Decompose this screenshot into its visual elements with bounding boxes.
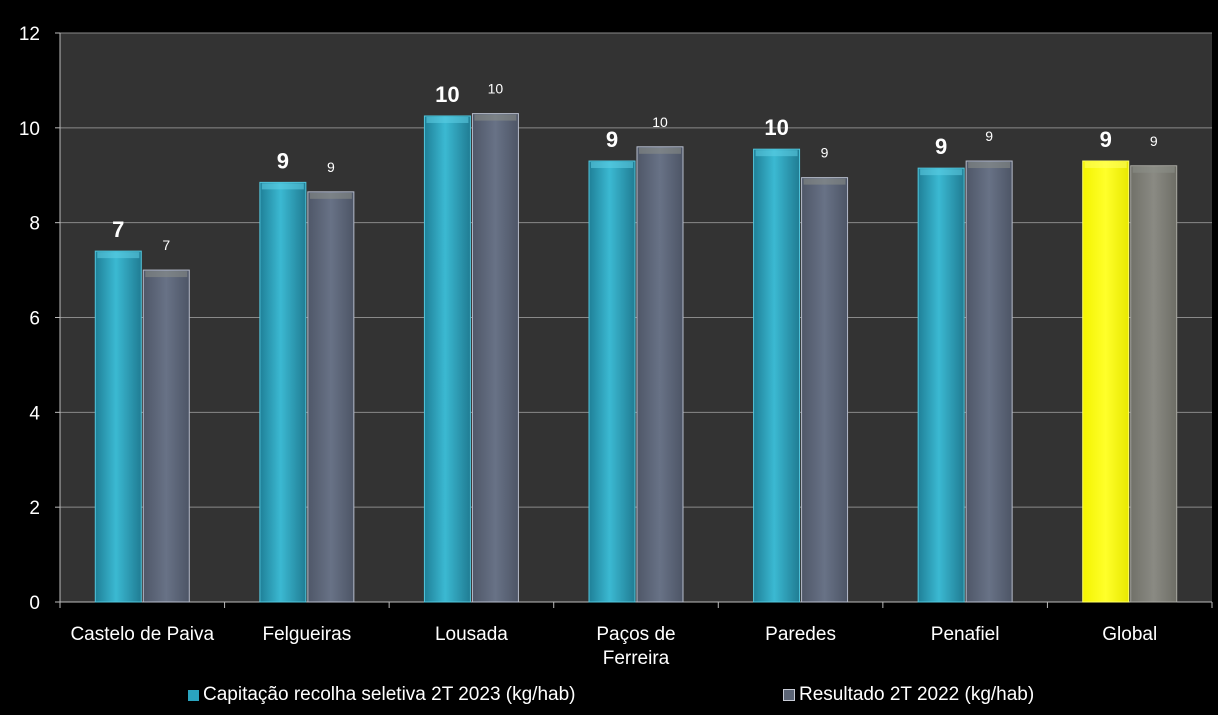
data-label-series-1: 9 bbox=[277, 148, 289, 173]
legend-item-series-2: Resultado 2T 2022 (kg/hab) bbox=[783, 684, 1034, 706]
bar-top-cap bbox=[426, 116, 469, 123]
bar-top-cap bbox=[474, 114, 517, 121]
bar-series-1 bbox=[259, 181, 307, 603]
x-tick-label: Castelo de Paiva bbox=[70, 624, 214, 645]
bar-top-cap bbox=[145, 271, 188, 278]
bar-top-cap bbox=[591, 162, 633, 169]
bar-series-2 bbox=[142, 269, 190, 603]
legend-label-series-2: Resultado 2T 2022 (kg/hab) bbox=[799, 684, 1035, 705]
x-tick-label: Penafiel bbox=[931, 624, 1000, 645]
y-tick-label: 12 bbox=[19, 24, 40, 45]
data-label-series-1: 9 bbox=[606, 127, 618, 152]
y-tick-label: 0 bbox=[29, 593, 40, 614]
data-label-series-2: 9 bbox=[327, 159, 335, 175]
chart-legend: Capitação recolha seletiva 2T 2023 (kg/h… bbox=[0, 684, 1218, 708]
y-tick-label: 10 bbox=[19, 119, 40, 140]
data-label-series-1: 9 bbox=[1100, 127, 1112, 152]
bar-series-2 bbox=[1130, 165, 1178, 603]
data-label-series-1: 10 bbox=[435, 82, 459, 107]
bar-top-cap bbox=[755, 150, 798, 157]
bar-series-1 bbox=[94, 250, 142, 603]
bar-series-2 bbox=[965, 160, 1013, 603]
bar-series-2 bbox=[636, 146, 684, 603]
x-tick-label: Ferreira bbox=[603, 648, 670, 669]
data-label-series-2: 10 bbox=[488, 81, 504, 97]
bar-top-cap bbox=[261, 183, 304, 190]
bar-series-2 bbox=[471, 113, 519, 603]
bar-series-2 bbox=[801, 177, 849, 603]
bar-top-cap bbox=[1084, 162, 1127, 169]
data-label-series-2: 9 bbox=[985, 128, 993, 144]
y-tick-label: 2 bbox=[29, 498, 40, 519]
data-label-series-2: 9 bbox=[1150, 133, 1158, 149]
data-label-series-2: 10 bbox=[652, 114, 668, 130]
bar-top-cap bbox=[309, 192, 352, 199]
data-label-series-2: 9 bbox=[821, 145, 829, 161]
bar-top-cap bbox=[639, 147, 681, 154]
bar-top-cap bbox=[97, 252, 140, 259]
legend-item-series-1: Capitação recolha seletiva 2T 2023 (kg/h… bbox=[188, 684, 576, 706]
bar-series-1 bbox=[1082, 160, 1130, 603]
bar-series-1 bbox=[588, 160, 636, 603]
bar-series-2 bbox=[307, 191, 355, 603]
bar-top-cap bbox=[920, 169, 963, 176]
legend-swatch-series-1 bbox=[188, 689, 199, 701]
legend-label-series-1: Capitação recolha seletiva 2T 2023 (kg/h… bbox=[203, 684, 576, 705]
bar-top-cap bbox=[1132, 166, 1175, 173]
bar-top-cap bbox=[803, 178, 846, 185]
x-tick-label: Paredes bbox=[765, 624, 836, 645]
data-label-series-1: 9 bbox=[935, 134, 947, 159]
x-tick-label: Felgueiras bbox=[262, 624, 351, 645]
x-tick-label: Paços de bbox=[596, 624, 675, 645]
x-tick-label: Lousada bbox=[435, 624, 508, 645]
y-tick-label: 6 bbox=[29, 309, 40, 330]
bar-series-1 bbox=[917, 167, 965, 603]
data-label-series-2: 7 bbox=[162, 237, 170, 253]
x-tick-label: Global bbox=[1102, 624, 1157, 645]
data-label-series-1: 10 bbox=[764, 115, 788, 140]
bar-series-1 bbox=[753, 148, 801, 603]
legend-swatch-series-2 bbox=[783, 689, 795, 701]
bar-top-cap bbox=[968, 162, 1011, 169]
bar-series-1 bbox=[423, 115, 471, 603]
y-tick-label: 8 bbox=[29, 214, 40, 235]
data-label-series-1: 7 bbox=[112, 217, 124, 242]
y-tick-label: 4 bbox=[29, 403, 40, 424]
